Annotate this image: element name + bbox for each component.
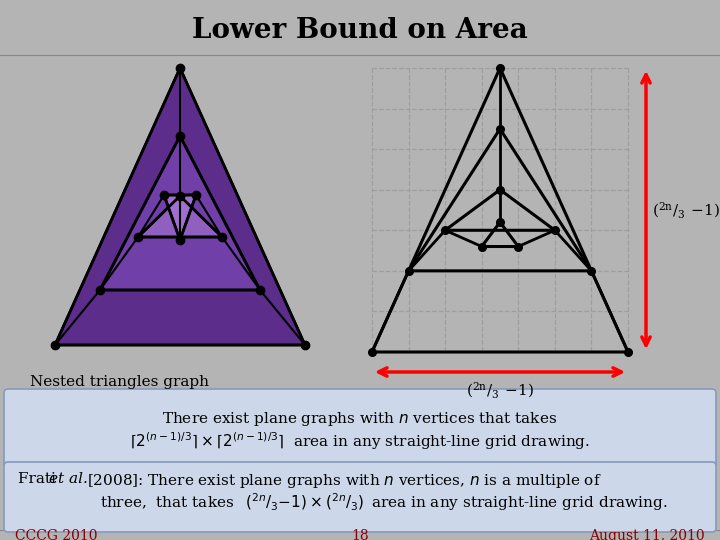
FancyBboxPatch shape	[4, 462, 716, 532]
Polygon shape	[138, 196, 222, 237]
Text: $\mathregular{(^{2n}/_{3}\ \!-\!1)}$: $\mathregular{(^{2n}/_{3}\ \!-\!1)}$	[466, 380, 534, 400]
Text: 18: 18	[351, 529, 369, 540]
Text: CCCG 2010: CCCG 2010	[15, 529, 97, 540]
Text: Frati: Frati	[18, 472, 60, 486]
Text: August 11, 2010: August 11, 2010	[590, 529, 705, 540]
Polygon shape	[100, 136, 260, 290]
Text: et al.: et al.	[49, 472, 88, 486]
Text: There exist plane graphs with $n$ vertices that takes: There exist plane graphs with $n$ vertic…	[163, 410, 557, 428]
Text: three,  that takes  $\,(^{2n}/_{3}{-}1)\times(^{2n}/_{3})\,$ area in any straigh: three, that takes $\,(^{2n}/_{3}{-}1)\ti…	[100, 491, 667, 512]
Polygon shape	[55, 68, 305, 345]
Text: $\mathregular{(^{2n}/_{3}\ \!-\!1)}$: $\mathregular{(^{2n}/_{3}\ \!-\!1)}$	[652, 200, 720, 220]
Text: $\lceil 2^{(n-1)/3}\rceil\times\lceil 2^{(n-1)/3}\rceil$  area in any straight-l: $\lceil 2^{(n-1)/3}\rceil\times\lceil 2^…	[130, 430, 590, 451]
Text: Lower Bound on Area: Lower Bound on Area	[192, 17, 528, 44]
Text: [2008]: There exist plane graphs with $n$ vertices, $n$ is a multiple of: [2008]: There exist plane graphs with $n…	[87, 472, 602, 490]
FancyBboxPatch shape	[4, 389, 716, 467]
Text: Nested triangles graph: Nested triangles graph	[30, 375, 210, 389]
Polygon shape	[164, 195, 196, 240]
